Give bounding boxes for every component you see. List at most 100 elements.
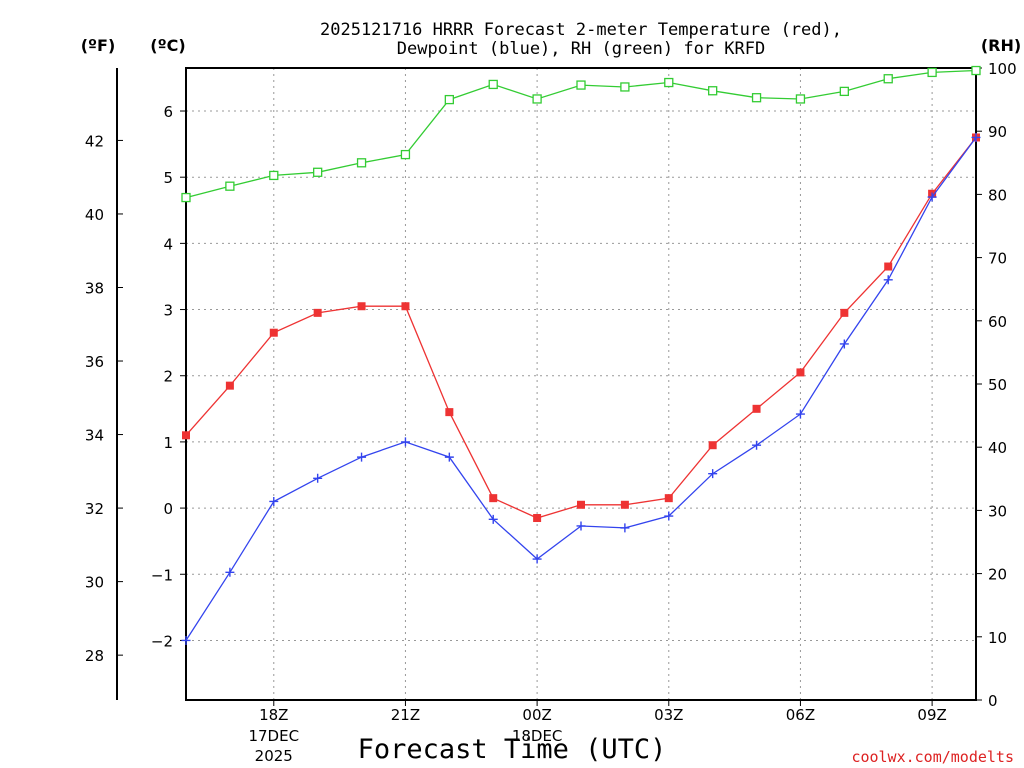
fahrenheit-tick-label: 32	[85, 500, 104, 518]
dewpoint-point	[357, 452, 367, 462]
celsius-tick-label: 1	[163, 434, 173, 452]
rh-point	[795, 94, 806, 104]
dewpoint-point	[576, 521, 586, 531]
rh-point	[576, 80, 586, 90]
fahrenheit-tick-label: 36	[85, 353, 104, 371]
celsius-tick-label: 0	[163, 500, 173, 518]
rh-point	[751, 93, 762, 103]
temperature-series-line	[185, 137, 977, 519]
temperature-point	[708, 441, 717, 450]
x-tick-label: 21Z	[391, 706, 420, 724]
temperature-point	[664, 494, 673, 503]
rh-tick-label: 20	[988, 566, 1007, 584]
celsius-tick-label: 5	[163, 169, 173, 187]
dewpoint-series-line	[185, 137, 977, 641]
credit-link[interactable]: coolwx.com/modelts	[851, 748, 1014, 766]
x-axis-label: Forecast Time (UTC)	[358, 734, 667, 765]
temperature-point	[313, 308, 322, 317]
dewpoint-point	[225, 567, 235, 577]
celsius-tick-label: 4	[163, 235, 173, 253]
celsius-tick-label: 6	[163, 103, 173, 121]
celsius-tick-label: 2	[163, 368, 173, 386]
rh-tick-label: 90	[988, 123, 1007, 141]
rh-point	[708, 86, 718, 96]
x-tick-label: 03Z	[654, 706, 683, 724]
rh-tick-label: 100	[988, 60, 1017, 78]
dewpoint-point	[752, 440, 762, 450]
temperature-point	[445, 408, 454, 417]
dewpoint-point	[444, 452, 454, 462]
x-tick-label: 18Z	[259, 706, 288, 724]
rh-point	[839, 86, 849, 97]
axis-ticks: 18Z 17DEC 2025 21Z 00Z 18DEC 03Z 06Z 09Z −2 −1 0 1 2 3…	[85, 60, 1017, 765]
rh-point	[356, 158, 367, 168]
celsius-tick-label: −1	[151, 566, 173, 584]
x-tick-label: 00Z	[522, 706, 551, 724]
x-year-label: 2025	[255, 747, 293, 765]
rh-tick-label: 70	[988, 250, 1007, 268]
temperature-point	[401, 302, 410, 311]
dewpoint-point	[883, 275, 893, 285]
fahrenheit-tick-label: 42	[85, 132, 104, 150]
rh-tick-label: 40	[988, 439, 1007, 457]
rh-tick-label: 80	[988, 186, 1007, 204]
temperature-point	[533, 514, 542, 523]
temperature-point	[489, 494, 498, 503]
dewpoint-point	[488, 514, 498, 524]
temperature-point	[357, 302, 366, 311]
temperature-point	[752, 404, 761, 413]
fahrenheit-unit-label: (ºF)	[81, 36, 116, 55]
temperature-point	[840, 308, 849, 317]
rh-point	[883, 74, 893, 84]
data-series	[181, 65, 981, 645]
rh-point	[225, 181, 235, 191]
fahrenheit-tick-label: 30	[85, 574, 104, 592]
x-date-label: 18DEC	[512, 727, 563, 745]
x-tick-label: 06Z	[786, 706, 815, 724]
x-tick-label: 09Z	[917, 706, 946, 724]
rh-tick-label: 30	[988, 502, 1007, 520]
chart-subtitle: Dewpoint (blue), RH (green) for KRFD	[397, 39, 765, 59]
rh-point	[620, 82, 630, 92]
fahrenheit-tick-label: 34	[85, 427, 104, 445]
dewpoint-point	[400, 437, 410, 447]
temperature-point	[225, 381, 234, 390]
temperature-point	[620, 500, 629, 509]
dewpoint-point	[532, 554, 542, 564]
rh-point	[444, 94, 454, 105]
fahrenheit-tick-label: 38	[85, 279, 104, 297]
rh-point	[269, 170, 279, 181]
rh-unit-label: (RH)	[981, 36, 1021, 55]
rh-tick-label: 10	[988, 629, 1007, 647]
grid-lines	[186, 68, 976, 700]
rh-point	[181, 192, 191, 203]
celsius-tick-label: 3	[163, 302, 173, 320]
temperature-point	[182, 431, 190, 440]
celsius-unit-label: (ºC)	[150, 36, 185, 55]
dewpoint-point	[795, 409, 805, 419]
rh-point	[488, 79, 498, 90]
dewpoint-point	[664, 511, 674, 521]
temperature-point	[884, 262, 893, 271]
rh-point	[400, 149, 411, 160]
rh-point	[927, 67, 937, 78]
plot-frame	[185, 67, 977, 701]
fahrenheit-tick-label: 28	[85, 647, 104, 665]
x-date-label: 17DEC	[248, 727, 299, 745]
dewpoint-point	[839, 339, 849, 349]
dewpoint-point	[971, 132, 981, 142]
rh-tick-label: 0	[988, 692, 998, 710]
rh-point	[664, 77, 674, 88]
dewpoint-point	[620, 523, 630, 533]
rh-point	[532, 94, 542, 104]
temperature-point	[796, 368, 805, 377]
dewpoint-point	[313, 473, 323, 483]
dewpoint-point	[708, 469, 718, 479]
rh-point	[313, 167, 323, 177]
temperature-point	[577, 500, 585, 509]
chart-title: 2025121716 HRRR Forecast 2-meter Tempera…	[320, 20, 842, 40]
rh-point	[971, 65, 981, 76]
dewpoint-point	[181, 635, 191, 645]
celsius-tick-label: −2	[151, 632, 173, 650]
